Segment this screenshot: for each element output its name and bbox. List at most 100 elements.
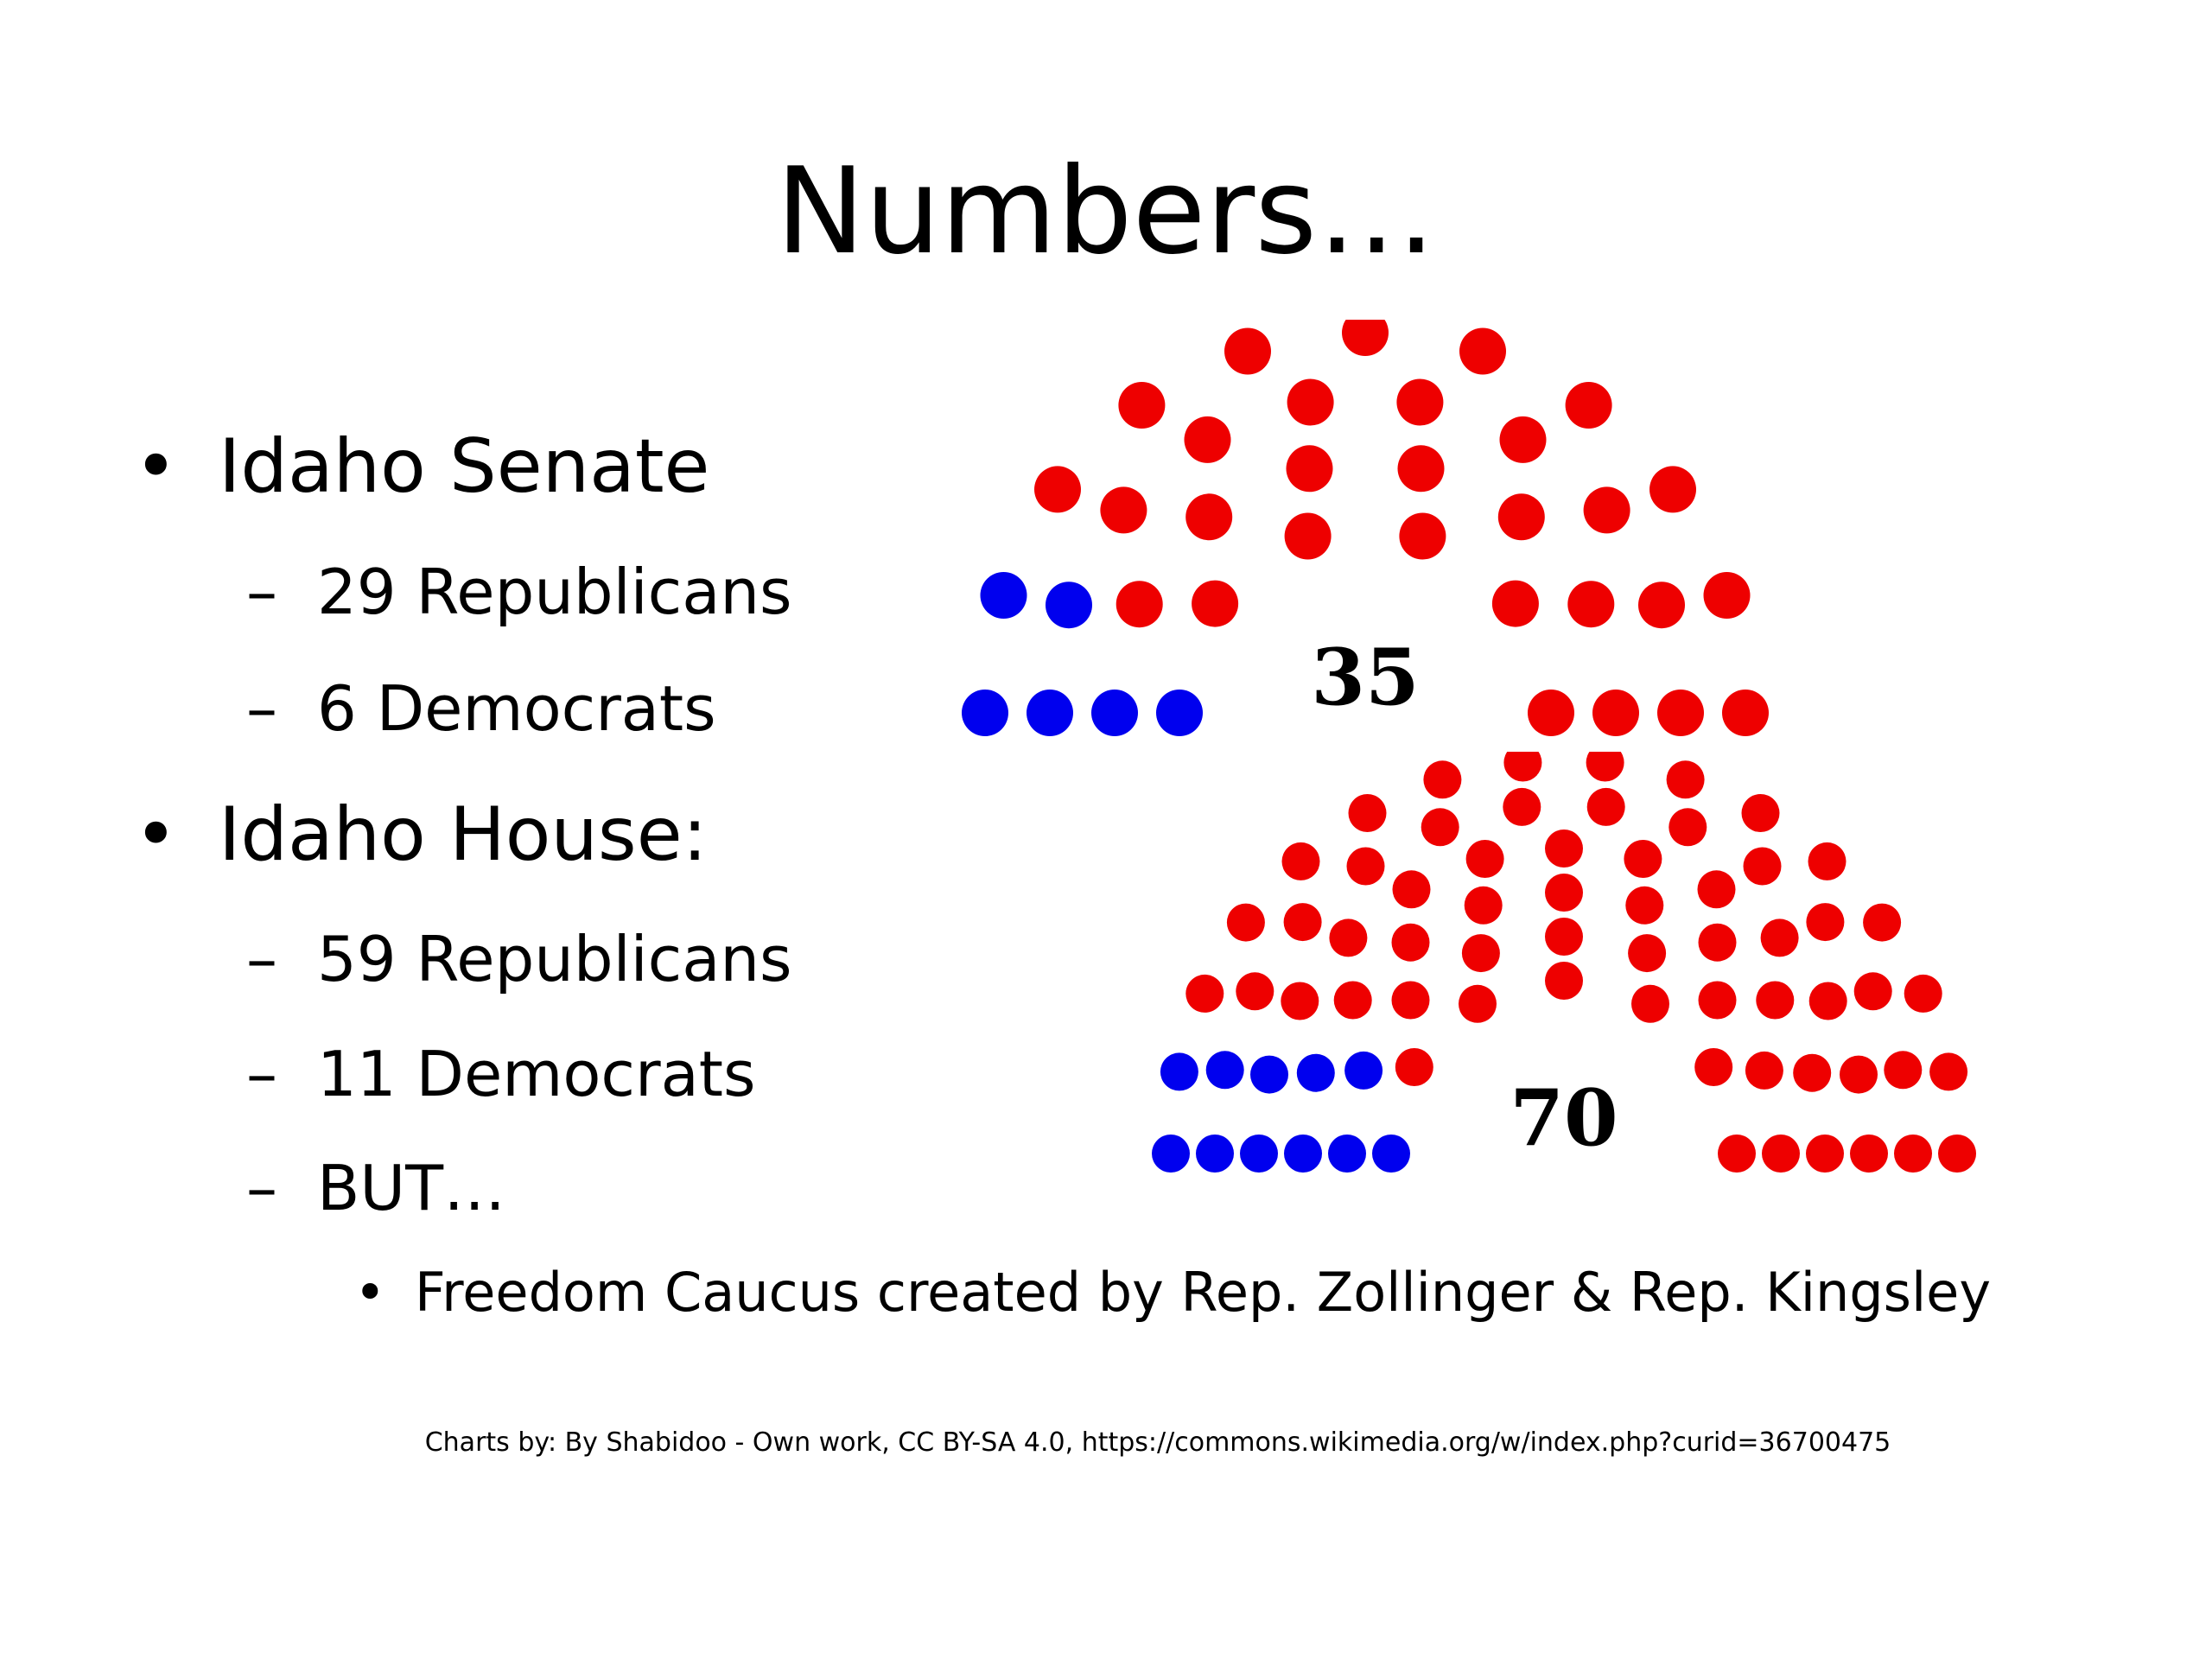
bullet-marker: • [134, 423, 178, 510]
seat-dot [1545, 962, 1583, 1000]
seat-dot [1503, 787, 1541, 826]
seat-dot [1423, 760, 1462, 799]
dash-marker: – [246, 1152, 277, 1224]
seat-dot [962, 690, 1008, 736]
seat-dot [1281, 982, 1319, 1020]
seat-dot [1624, 840, 1662, 878]
seat-dot [1938, 1135, 1976, 1173]
seat-dot [1625, 886, 1664, 925]
seat-dot [1567, 581, 1615, 628]
seat-dot [1392, 870, 1431, 909]
seat-dot [1399, 512, 1446, 560]
seat-dot [980, 572, 1027, 619]
seat-dot [1853, 972, 1892, 1011]
seat-dot [1497, 493, 1545, 541]
seat-dot [1698, 981, 1737, 1020]
seat-dot [1287, 378, 1334, 426]
seat-dot [1894, 1135, 1932, 1173]
seat-dot [1697, 870, 1736, 909]
seat-dot [1762, 1135, 1800, 1173]
seat-dot [1459, 327, 1506, 375]
seat-dot [1545, 874, 1583, 912]
seat-dot [1185, 974, 1224, 1013]
seat-dot [1344, 1051, 1383, 1090]
seat-dot [1240, 1135, 1278, 1173]
dash-marker: – [246, 923, 277, 995]
seat-dot [1284, 512, 1332, 560]
seat-dot [1346, 847, 1385, 886]
seat-dot [1027, 690, 1073, 736]
seat-dot [1286, 445, 1333, 493]
seat-dot [1545, 830, 1583, 868]
seat-dot [1391, 981, 1430, 1020]
seat-dot [1196, 1135, 1234, 1173]
seat-dot [1694, 1048, 1733, 1086]
seat-dot [1666, 760, 1705, 799]
total-seats-label: 35 [1311, 632, 1419, 723]
seat-dot [1741, 794, 1780, 832]
seat-dot [1284, 1135, 1322, 1173]
seat-dot [1904, 974, 1942, 1013]
seat-dot [1465, 840, 1504, 878]
dash-marker: – [246, 1038, 277, 1110]
seat-dot [1118, 382, 1166, 429]
seat-dot [1884, 1051, 1923, 1090]
seat-dot [1545, 918, 1583, 956]
seat-dot [1156, 690, 1203, 736]
seat-dot [1631, 984, 1669, 1023]
seat-dot [1850, 1135, 1888, 1173]
seat-dot [1205, 1051, 1244, 1090]
bullet-label: Idaho House: [219, 791, 708, 878]
seat-dot [1100, 486, 1147, 534]
dash-marker: – [246, 556, 277, 628]
seat-dot [1806, 903, 1845, 942]
seat-dot [1372, 1135, 1410, 1173]
bullet-idaho-house: • Idaho House: [134, 791, 708, 878]
seat-dot [1396, 378, 1444, 426]
seat-dot [1421, 808, 1459, 847]
seat-dot [1528, 690, 1574, 736]
seat-dot [1281, 842, 1320, 880]
bullet-idaho-senate: • Idaho Senate [134, 423, 709, 510]
house-seat-chart: 70 [1152, 752, 1976, 1173]
bullet-senate-democrats: –6 Democrats [246, 670, 716, 747]
bullet-marker: • [134, 791, 178, 878]
seat-dot [1192, 580, 1239, 627]
bullet-label: 6 Democrats [317, 672, 716, 745]
dash-marker: – [246, 672, 277, 745]
seat-dot [1236, 972, 1274, 1011]
seat-dot [1583, 486, 1630, 534]
seat-dot [1461, 934, 1500, 973]
seat-dot [1491, 580, 1539, 627]
seat-dot [1152, 1135, 1190, 1173]
seat-dot [1760, 918, 1799, 957]
seat-dot [1565, 382, 1612, 429]
seat-dot [1160, 1052, 1198, 1091]
bullet-house-but: – BUT… [246, 1149, 505, 1227]
seat-dot [1808, 842, 1847, 880]
seat-dot [1226, 903, 1265, 942]
seat-dot [1342, 320, 1389, 356]
bullet-house-democrats: –11 Democrats [246, 1035, 755, 1113]
seat-dot [1333, 981, 1372, 1020]
seat-dot [1329, 918, 1368, 957]
seat-dot [1395, 1048, 1433, 1086]
seat-dot [1250, 1055, 1288, 1094]
bullet-label: 11 Democrats [317, 1038, 756, 1110]
seat-dot [1391, 923, 1430, 962]
bullet-senate-republicans: –29 Republicans [246, 553, 792, 631]
seat-dot [1296, 1053, 1335, 1092]
seat-dot [1840, 1055, 1878, 1094]
seat-dot [1657, 690, 1704, 736]
seat-dot [1929, 1052, 1968, 1091]
seat-dot [1793, 1053, 1832, 1092]
seat-dot [1499, 416, 1547, 463]
bullet-label: Freedom Caucus created by Rep. Zollinger… [415, 1261, 1992, 1324]
total-seats-label: 70 [1510, 1072, 1618, 1164]
seat-dot [1756, 981, 1795, 1020]
slide-title: Numbers… [775, 142, 1437, 281]
seat-dot [1459, 984, 1497, 1023]
seat-dot [1224, 327, 1271, 375]
seat-dot [1091, 690, 1138, 736]
senate-seat-chart: 35 [962, 320, 1769, 736]
